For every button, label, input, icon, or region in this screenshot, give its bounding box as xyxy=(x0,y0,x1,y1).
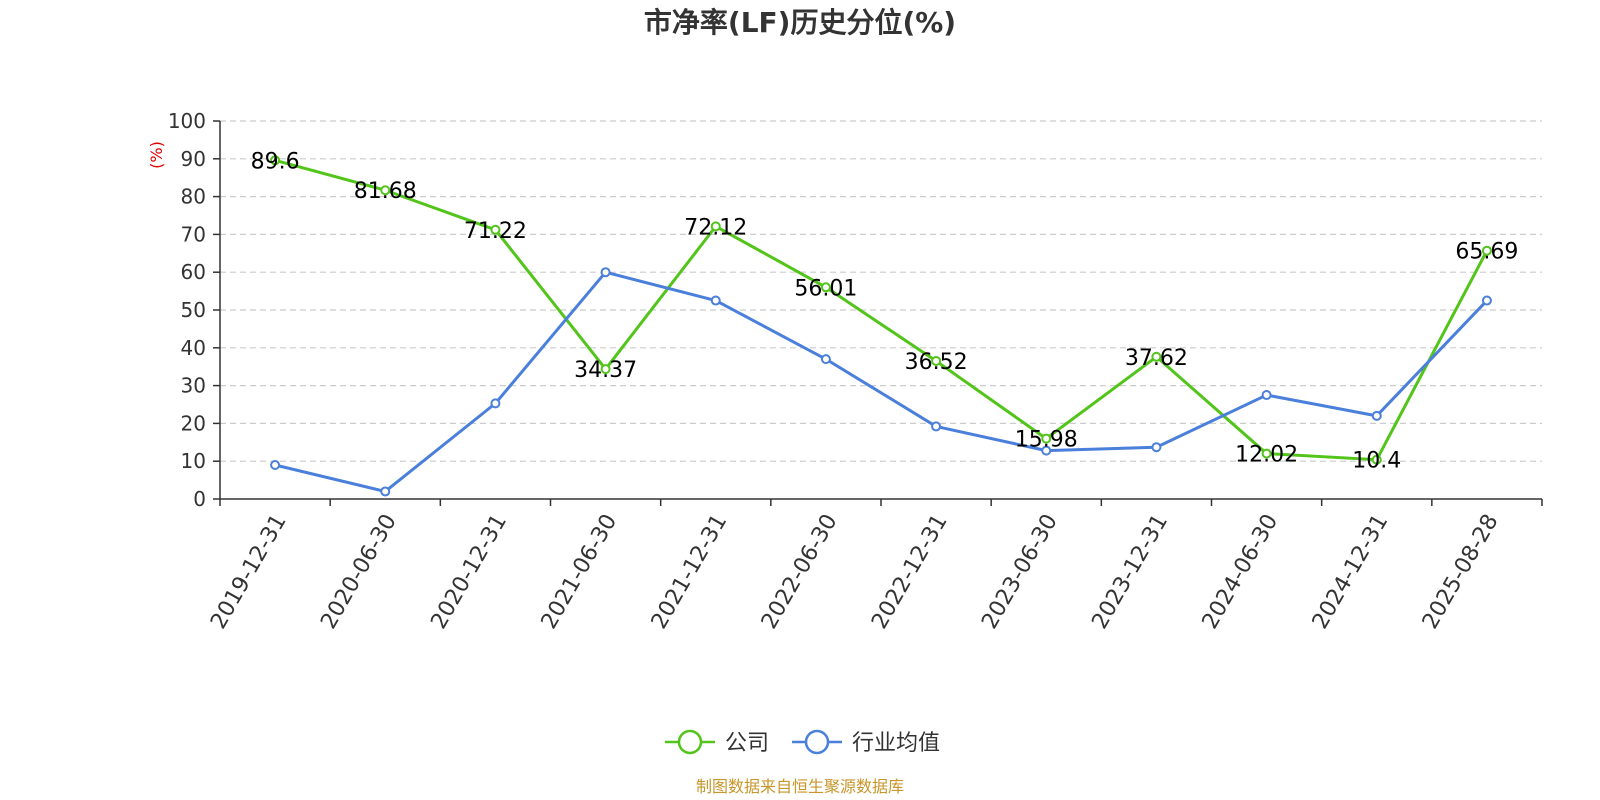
y-tick-label: 80 xyxy=(181,185,206,209)
data-label: 65.69 xyxy=(1455,240,1518,265)
data-label: 15.98 xyxy=(1015,428,1078,453)
data-point xyxy=(380,185,391,196)
x-tick-label: 2021-06-30 xyxy=(537,510,623,633)
source-note: 制图数据来自恒生聚源数据库 xyxy=(696,777,904,796)
data-point xyxy=(1151,442,1162,453)
y-tick-label: 50 xyxy=(181,298,206,322)
x-tick-label: 2022-06-30 xyxy=(757,510,843,633)
x-tick-label: 2022-12-31 xyxy=(867,510,953,633)
data-point xyxy=(1261,448,1272,459)
legend-label: 行业均值 xyxy=(852,731,940,756)
data-point xyxy=(1261,390,1272,401)
data-point xyxy=(710,221,721,232)
y-tick-label: 30 xyxy=(181,374,206,398)
x-tick-label: 2024-06-30 xyxy=(1198,510,1284,633)
series-1 xyxy=(270,267,1492,497)
data-point xyxy=(490,398,501,409)
series-0 xyxy=(270,155,1492,465)
y-axis-label: (%) xyxy=(147,141,166,169)
chart-title: 市净率(LF)历史分位(%) xyxy=(644,6,956,39)
series-line xyxy=(274,270,1489,493)
data-point xyxy=(600,364,611,375)
x-tick-label: 2020-12-31 xyxy=(426,510,512,633)
series-layer xyxy=(270,155,1492,497)
legend-marker-icon xyxy=(804,729,830,755)
x-tick-label: 2020-06-30 xyxy=(316,510,402,633)
data-label: 36.52 xyxy=(905,350,968,375)
data-point xyxy=(270,155,281,166)
data-point xyxy=(820,282,831,293)
legend-item-0[interactable]: 公司 xyxy=(665,729,769,756)
data-label: 81.68 xyxy=(354,179,417,204)
x-tick-label: 2025-08-28 xyxy=(1418,510,1504,633)
data-point xyxy=(270,459,281,470)
y-tick-label: 90 xyxy=(181,147,206,171)
data-point xyxy=(1481,295,1492,306)
y-tick-label: 40 xyxy=(181,336,206,360)
data-point xyxy=(1041,445,1052,456)
data-point xyxy=(1371,454,1382,465)
x-tick-label: 2021-12-31 xyxy=(647,510,733,633)
y-tick-label: 70 xyxy=(181,222,206,246)
data-point xyxy=(1481,245,1492,256)
data-label: 72.12 xyxy=(684,215,747,240)
y-tick-label: 100 xyxy=(168,109,206,133)
legend[interactable]: 公司 行业均值 xyxy=(665,729,940,756)
grid-lines xyxy=(220,120,1542,462)
data-point xyxy=(380,486,391,497)
data-label: 56.01 xyxy=(794,276,857,301)
data-point xyxy=(1371,410,1382,421)
y-tick-label: 20 xyxy=(181,411,206,435)
y-tick-label: 60 xyxy=(181,260,206,284)
data-labels: 89.6 81.68 71.22 34.37 72.12 56.01 36.52 15.98 3… xyxy=(251,149,1519,473)
x-tick-label: 2023-06-30 xyxy=(977,510,1063,633)
data-point xyxy=(490,224,501,235)
data-label: 89.6 xyxy=(251,149,300,174)
y-tick-label: 0 xyxy=(193,487,206,511)
data-label: 71.22 xyxy=(464,219,527,244)
data-label: 12.02 xyxy=(1235,443,1298,468)
data-label: 37.62 xyxy=(1125,346,1188,371)
data-point xyxy=(931,355,942,366)
data-label: 10.4 xyxy=(1352,449,1401,474)
legend-label: 公司 xyxy=(725,731,769,756)
y-tick-label: 10 xyxy=(181,449,206,473)
data-point xyxy=(931,421,942,432)
series-line xyxy=(274,158,1489,462)
data-label: 34.37 xyxy=(574,358,637,383)
x-tick-label: 2019-12-31 xyxy=(206,510,292,633)
legend-marker-icon xyxy=(677,729,703,755)
data-point xyxy=(1041,433,1052,444)
legend-item-1[interactable]: 行业均值 xyxy=(792,729,940,756)
data-point xyxy=(600,267,611,278)
data-point xyxy=(710,295,721,306)
data-point xyxy=(820,354,831,365)
data-point xyxy=(1151,351,1162,362)
x-tick-label: 2023-12-31 xyxy=(1087,510,1173,633)
x-tick-label: 2024-12-31 xyxy=(1308,510,1394,633)
